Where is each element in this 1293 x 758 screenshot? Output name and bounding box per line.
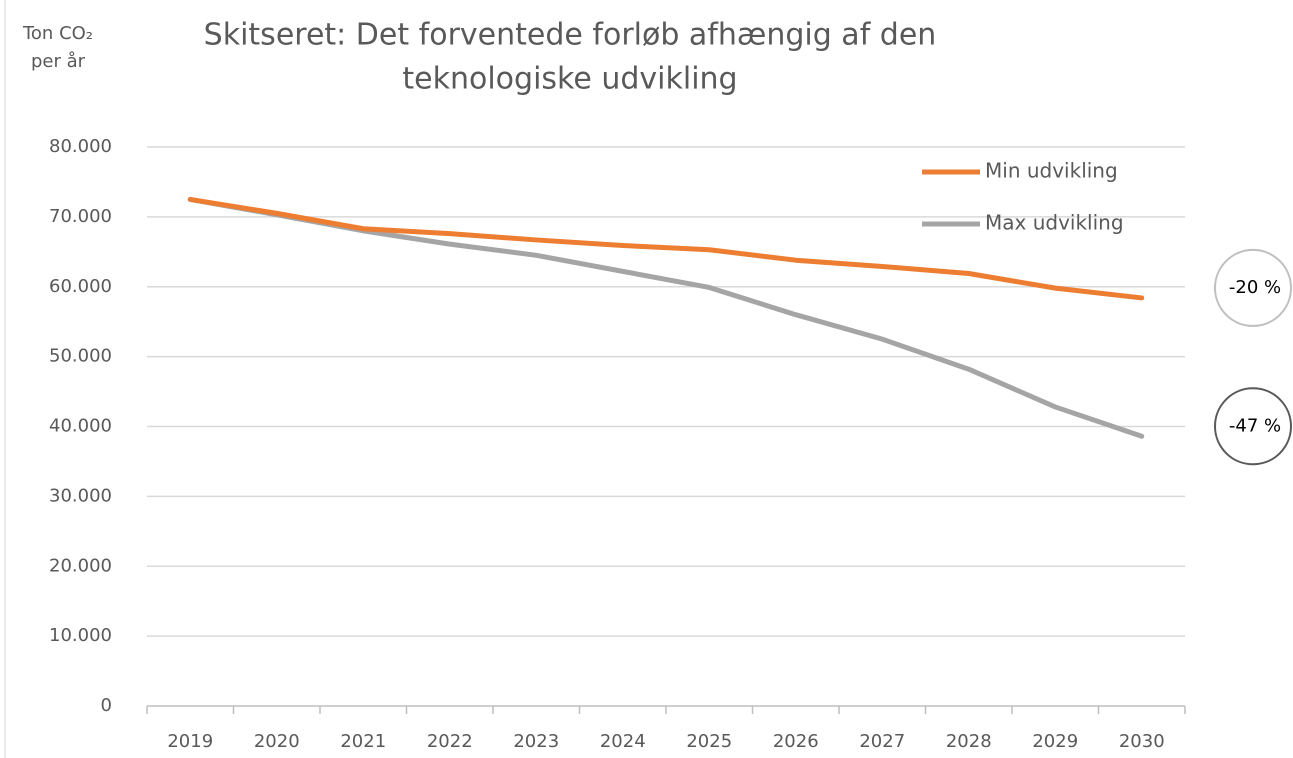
y-tick-label: 20.000 <box>49 555 112 576</box>
y-tick-label: 80.000 <box>49 136 112 157</box>
x-tick-label: 2023 <box>513 731 559 752</box>
annotation-circle <box>1214 248 1292 327</box>
annotation: -47 % <box>1229 415 1281 436</box>
y-tick-label: 60.000 <box>49 276 112 297</box>
legend-label: Min udvikling <box>985 159 1118 183</box>
x-tick-label: 2021 <box>340 731 386 752</box>
y-tick-label: 30.000 <box>49 485 112 506</box>
series-line <box>187 196 1145 301</box>
y-tick-label: 70.000 <box>49 206 112 227</box>
x-tick-label: 2022 <box>427 731 473 752</box>
x-tick-label: 2026 <box>773 731 819 752</box>
x-tick-label: 2020 <box>254 731 300 752</box>
chart-title: teknologiske udvikling <box>402 62 737 97</box>
y-tick-label: 40.000 <box>49 416 112 437</box>
y-tick-label: 0 <box>101 695 112 716</box>
annotation-circle <box>1214 387 1292 466</box>
x-tick-label: 2029 <box>1032 731 1078 752</box>
x-tick-label: 2027 <box>859 731 905 752</box>
x-tick-label: 2019 <box>167 731 213 752</box>
y-tick-label: 50.000 <box>49 346 112 367</box>
x-tick-label: 2028 <box>946 731 992 752</box>
series-line <box>187 196 1145 439</box>
chart-title: Skitseret: Det forventede forløb afhængi… <box>204 18 937 53</box>
x-tick-label: 2025 <box>686 731 732 752</box>
y-axis-label: Ton CO₂ <box>22 23 93 44</box>
annotation: -20 % <box>1229 277 1281 298</box>
x-tick-label: 2030 <box>1119 731 1165 752</box>
legend-label: Max udvikling <box>985 211 1124 235</box>
x-tick-label: 2024 <box>600 731 646 752</box>
y-axis-label: per år <box>31 51 86 72</box>
y-tick-label: 10.000 <box>49 625 112 646</box>
